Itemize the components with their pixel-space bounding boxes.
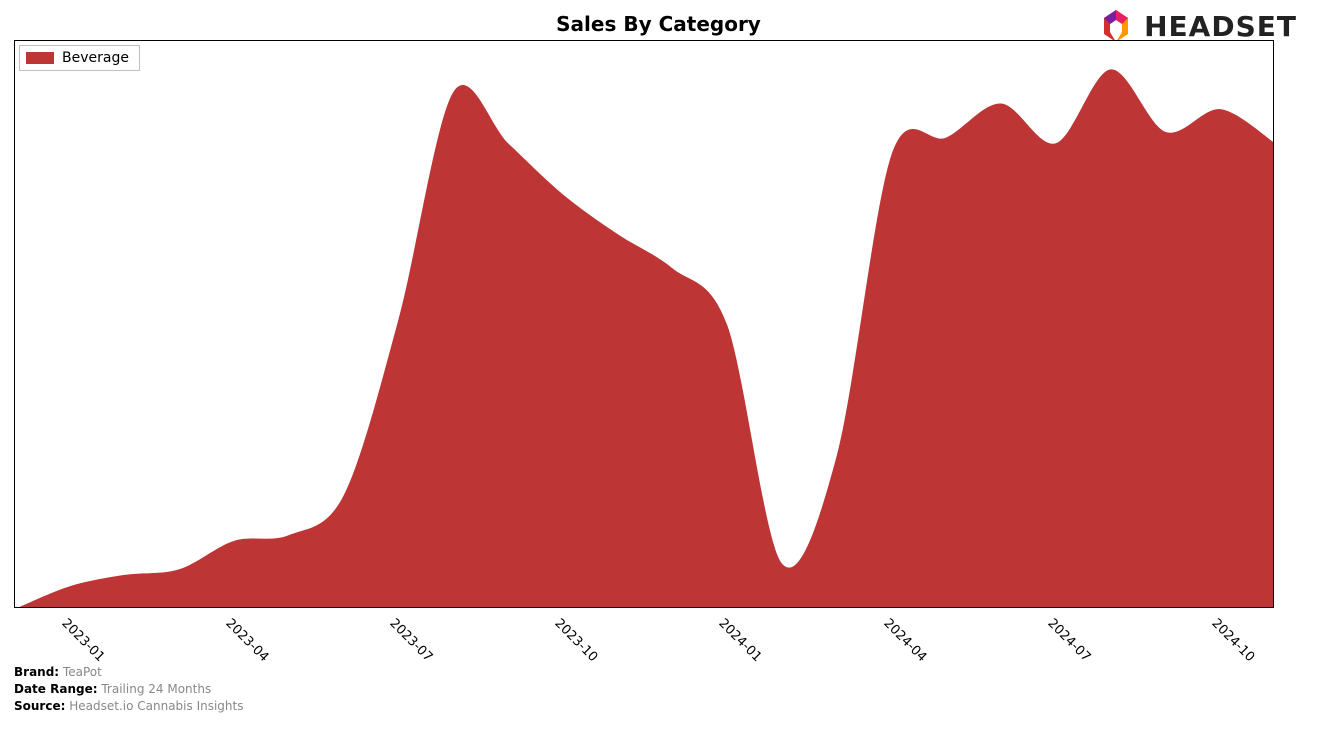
x-tick-label: 2023-10	[551, 616, 600, 665]
chart-plot-area: Beverage	[14, 40, 1274, 608]
brand-label: Brand:	[14, 665, 59, 679]
date-range-value: Trailing 24 Months	[101, 682, 211, 696]
source-value: Headset.io Cannabis Insights	[69, 699, 243, 713]
legend-label: Beverage	[62, 50, 129, 66]
x-tick-label: 2024-10	[1209, 616, 1258, 665]
x-tick-label: 2024-04	[880, 616, 929, 665]
source-label: Source:	[14, 699, 65, 713]
legend-swatch	[26, 52, 54, 64]
area-chart-svg	[15, 41, 1274, 608]
beverage-area	[15, 69, 1274, 608]
logo-text: HEADSET	[1144, 10, 1297, 43]
x-tick-label: 2024-07	[1044, 616, 1093, 665]
x-tick-label: 2023-01	[58, 616, 107, 665]
legend: Beverage	[19, 45, 140, 71]
footer-metadata: Brand: TeaPot Date Range: Trailing 24 Mo…	[14, 664, 243, 714]
date-range-label: Date Range:	[14, 682, 98, 696]
x-tick-label: 2023-07	[387, 616, 436, 665]
brand-value: TeaPot	[63, 665, 102, 679]
x-tick-label: 2024-01	[716, 616, 765, 665]
x-tick-label: 2023-04	[223, 616, 272, 665]
